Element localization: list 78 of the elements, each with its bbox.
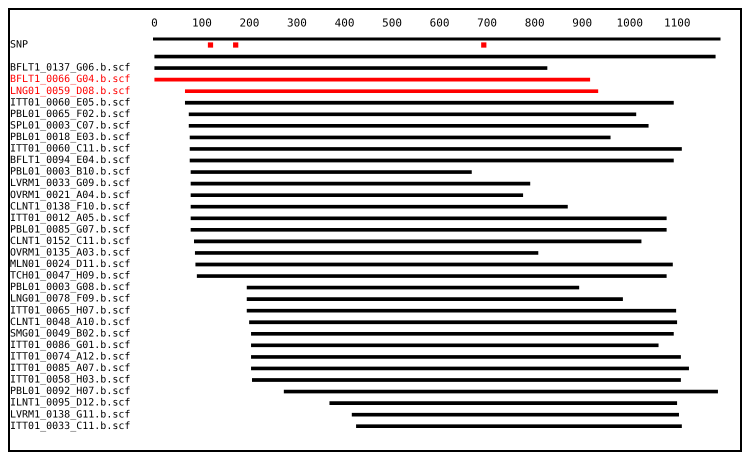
y-tick-label: ITT01_0074_A12.b.scf	[10, 352, 130, 362]
y-tick-label: LVRM1_0138_G11.b.scf	[10, 409, 130, 420]
bar	[190, 182, 530, 186]
bar	[190, 170, 472, 174]
bar	[190, 216, 667, 220]
y-tick-label: BFLT1_0094_E04.b.scf	[10, 155, 130, 166]
bar	[184, 100, 674, 105]
bar	[194, 251, 538, 255]
bar	[251, 366, 689, 370]
bar	[194, 240, 642, 244]
y-tick-label: SNP	[10, 40, 28, 51]
bar	[154, 66, 548, 70]
bar	[188, 112, 636, 116]
bar	[184, 89, 598, 94]
bar	[188, 124, 649, 128]
y-tick-label: ITT01_0058_H03.b.scf	[10, 374, 130, 386]
bar	[190, 228, 667, 232]
bar	[246, 297, 623, 301]
x-tick-label: 400	[334, 16, 354, 30]
x-tick-label: 900	[572, 16, 592, 30]
y-tick-label: PBL01_0085_G07.b.scf	[10, 224, 130, 236]
x-tick-label: 800	[524, 16, 545, 30]
bar	[249, 320, 678, 324]
y-tick-label: OVRM1_0135_A03.b.scf	[10, 248, 130, 259]
bar	[195, 262, 673, 266]
bar	[252, 378, 681, 382]
bar	[196, 274, 667, 278]
x-tick-label: 500	[382, 16, 402, 30]
bar	[251, 332, 674, 336]
bar	[190, 147, 682, 151]
x-tick-label: 700	[477, 16, 498, 30]
y-tick-label: SMG01_0049_B02.b.scf	[10, 328, 130, 340]
y-tick-label: OVRM1_0021_A04.b.scf	[10, 190, 130, 201]
x-tick-label: 200	[240, 16, 260, 30]
y-tick-label: LNG01_0059_D08.b.scf	[10, 86, 130, 97]
y-tick-label: PBL01_0065_F02.b.scf	[10, 108, 130, 120]
bar	[356, 424, 682, 428]
y-tick-label: LVRM1_0033_G09.b.scf	[10, 178, 130, 190]
y-tick-label: PBL01_0092_H07.b.scf	[10, 386, 130, 398]
y-tick-label: CLNT1_0138_F10.b.scf	[10, 201, 130, 212]
bar	[190, 136, 611, 140]
y-tick-label: ITT01_0085_A07.b.scf	[10, 363, 130, 374]
y-tick-label: ITT01_0012_A05.b.scf	[10, 212, 130, 224]
y-tick-label: LNG01_0078_F09.b.scf	[10, 294, 130, 305]
bar	[251, 344, 659, 348]
y-tick-label: BFLT1_0137_G06.b.scf	[10, 62, 130, 74]
y-tick-label: ITT01_0086_G01.b.scf	[10, 340, 130, 351]
x-tick-label: 600	[430, 16, 450, 30]
bar	[190, 158, 674, 162]
bar	[329, 401, 678, 405]
y-tick-label: SPL01_0003_C07.b.scf	[10, 120, 130, 132]
x-tick-label: 1000	[616, 16, 643, 30]
y-tick-label: PBL01_0003_G08.b.scf	[10, 282, 130, 294]
y-tick-label: ILNT1_0095_D12.b.scf	[10, 398, 130, 409]
x-tick-label: 100	[192, 16, 212, 30]
bar	[190, 193, 524, 197]
y-tick-label: CLNT1_0048_A10.b.scf	[10, 316, 130, 328]
y-tick-label: ITT01_0065_H07.b.scf	[10, 305, 130, 316]
x-tick-label: 1100	[664, 16, 690, 30]
y-tick-label: PBL01_0018_E03.b.scf	[10, 132, 130, 143]
x-tick-label: 300	[287, 16, 307, 30]
y-tick-label: MLN01_0024_D11.b.scf	[10, 259, 130, 270]
bar	[352, 412, 679, 416]
x-tick-label: 0	[151, 16, 158, 30]
y-tick-label: TCH01_0047_H09.b.scf	[10, 270, 130, 282]
y-tick-label: ITT01_0060_C11.b.scf	[10, 144, 130, 155]
bar	[251, 355, 681, 359]
y-tick-label: BFLT1_0066_G04.b.scf	[10, 74, 130, 86]
bar	[154, 54, 716, 58]
y-tick-label: ITT01_0033_C11.b.scf	[10, 420, 130, 432]
bar	[246, 308, 676, 313]
bar	[154, 78, 590, 82]
bar	[246, 286, 580, 290]
bar	[284, 390, 718, 394]
y-tick-label: CLNT1_0152_C11.b.scf	[10, 236, 130, 247]
bar	[190, 204, 568, 209]
y-tick-label: PBL01_0003_B10.b.scf	[10, 166, 130, 178]
y-tick-label: ITT01_0060_E05.b.scf	[10, 97, 130, 108]
